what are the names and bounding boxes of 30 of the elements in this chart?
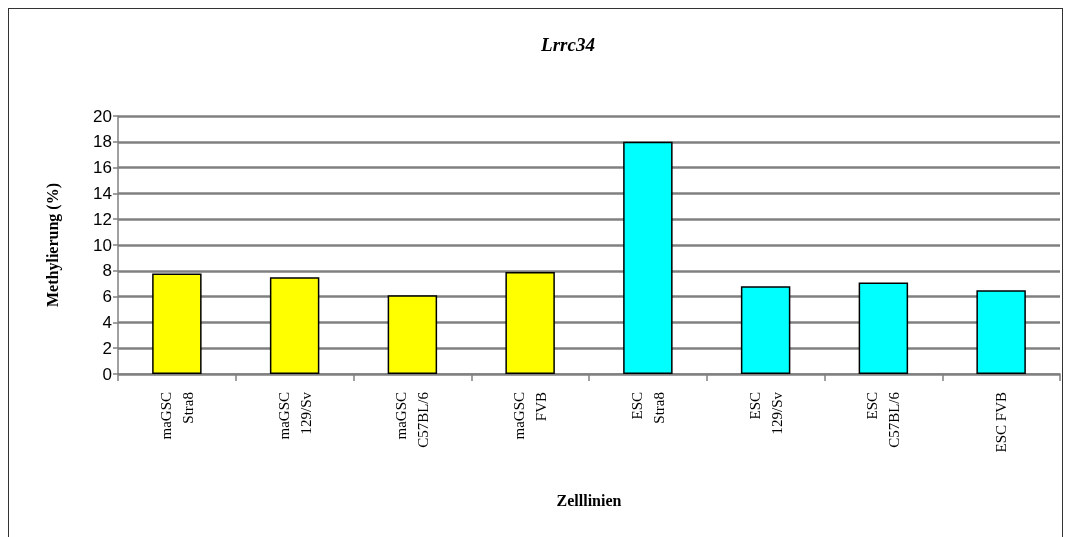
bar bbox=[152, 273, 202, 374]
bar bbox=[505, 272, 555, 374]
y-tick-label: 8 bbox=[102, 261, 112, 281]
y-tick-label: 18 bbox=[93, 132, 112, 152]
bar bbox=[858, 282, 909, 374]
x-tick-label: ESC 129/Sv bbox=[746, 391, 785, 435]
x-tick-label: ESC FVB bbox=[993, 392, 1010, 453]
y-tick-label: 2 bbox=[102, 338, 112, 358]
x-tick-label: maGSC 129/Sv bbox=[275, 391, 314, 440]
x-tick-label: maGSC Stra8 bbox=[157, 392, 196, 440]
y-tick-label: 20 bbox=[93, 106, 112, 126]
y-tick-label: 4 bbox=[102, 312, 112, 332]
y-tick-label: 14 bbox=[93, 183, 112, 203]
y-tick-label: 12 bbox=[93, 209, 112, 229]
bar bbox=[269, 277, 320, 374]
chart-title: Lrrc34 bbox=[540, 34, 595, 55]
y-tick-label: 16 bbox=[93, 158, 112, 178]
y-tick-label: 10 bbox=[93, 235, 112, 255]
bar bbox=[387, 295, 438, 374]
y-tick-label: 0 bbox=[102, 364, 112, 384]
x-tick-label: maGSC C57BL/6 bbox=[393, 391, 432, 448]
x-tick-label: ESC Stra8 bbox=[628, 392, 667, 424]
x-axis-title: Zelllinien bbox=[556, 491, 622, 509]
bar bbox=[623, 141, 673, 374]
y-tick-label: 6 bbox=[102, 287, 112, 307]
bar bbox=[740, 286, 791, 374]
x-tick-label: maGSC FVB bbox=[511, 392, 550, 440]
x-tick-label: ESC C57BL/6 bbox=[864, 391, 903, 448]
y-axis-title: Methylierung (%) bbox=[43, 183, 62, 307]
bar bbox=[976, 290, 1026, 374]
